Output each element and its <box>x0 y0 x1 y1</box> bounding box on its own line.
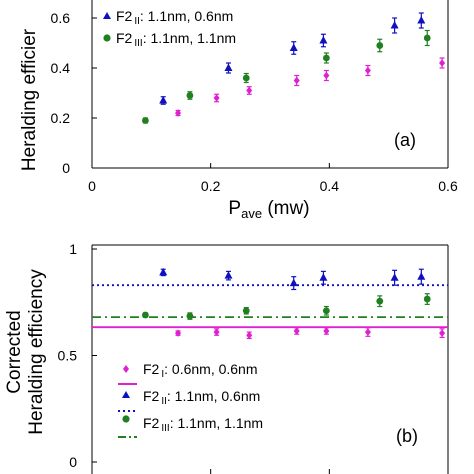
data-point-f2iii <box>376 297 384 305</box>
legend-entry-f2-iii: F2 III: 1.1nm, 1.1nm <box>118 415 263 438</box>
x-label-unit: (mw) <box>262 198 309 219</box>
legend-entry-f2-i: F2 I: 0.6nm, 0.6nm <box>118 361 258 385</box>
data-point-f2i <box>364 66 371 75</box>
panel-a-data-points <box>142 12 446 124</box>
legend-entry-f2-ii: F2 II: 1.1nm, 0.6nm <box>118 388 260 412</box>
x-tick-label: 0.4 <box>320 178 340 194</box>
panel-a-label: (a) <box>394 130 416 150</box>
data-point-f2iii <box>242 74 250 82</box>
panel-b-ticks: 00.51 <box>58 241 330 474</box>
panel-b-y-axis-label-line2: Heralding efficiency <box>26 269 47 435</box>
data-point-f2iii <box>142 311 149 319</box>
y-tick-label: 0.6 <box>51 10 71 26</box>
data-point-f2ii <box>159 96 168 104</box>
data-point-f2ii <box>224 271 233 279</box>
data-point-f2ii <box>417 272 426 280</box>
panel-a-x-axis-label: Pave (mw) <box>228 198 309 221</box>
data-point-f2iii <box>186 92 194 99</box>
panel-b-reference-lines <box>92 284 448 329</box>
data-point-f2ii <box>224 63 233 71</box>
panel-a-legend: F2 II: 1.1nm, 0.6nm F2 III: 1.1nm, 1.1nm <box>103 8 236 49</box>
panel-a: 0 0.2 0.4 0.600.20.40.6 Heralding efficier … <box>19 0 458 221</box>
y-tick-label: 1 <box>69 241 77 257</box>
data-point-f2iii <box>322 307 330 315</box>
data-point-f2ii <box>417 16 426 24</box>
data-point-f2iii <box>322 54 330 62</box>
data-point-f2iii <box>423 34 431 42</box>
data-point-f2i <box>439 59 446 67</box>
y-tick-label: 0 <box>62 160 70 176</box>
data-point-f2i <box>364 328 371 336</box>
data-point-f2iii <box>186 312 194 320</box>
x-tick-label: 0.6 <box>438 178 458 194</box>
panel-a-ticks: 0 0.2 0.4 0.6 0 0.2 0.4 0.6 <box>51 10 458 194</box>
legend-circle-icon <box>122 415 130 423</box>
legend-text-f2-i: F2 I: 0.6nm, 0.6nm <box>143 361 258 380</box>
legend-circle-icon <box>103 34 111 42</box>
data-point-f2ii <box>390 273 399 281</box>
data-point-f2ii <box>390 21 399 29</box>
legend-text-f2-iii: F2 III: 1.1nm, 1.1nm <box>116 30 236 49</box>
data-point-f2i <box>323 327 330 335</box>
data-point-f2i <box>213 94 220 102</box>
legend-triangle-icon <box>103 12 111 19</box>
data-point-f2iii <box>242 307 250 315</box>
data-point-f2i <box>213 328 220 336</box>
panel-b-data-points <box>142 267 446 340</box>
x-label-subscript: ave <box>241 206 262 221</box>
panel-b-label: (b) <box>396 426 418 446</box>
legend-entry-f2-iii: F2 III: 1.1nm, 1.1nm <box>103 30 236 49</box>
y-tick-label: 0.4 <box>51 60 71 76</box>
data-point-f2i <box>175 109 182 117</box>
data-point-f2i <box>246 86 253 95</box>
panel-b: 00.51 Corrected Heralding efficiency (b)… <box>4 241 449 474</box>
legend-text-f2-iii: F2 III: 1.1nm, 1.1nm <box>143 415 263 434</box>
data-point-f2iii <box>376 42 384 49</box>
x-label-main: P <box>228 198 241 219</box>
legend-text-f2-ii: F2 II: 1.1nm, 0.6nm <box>116 8 233 27</box>
data-point-f2ii <box>159 267 168 276</box>
data-point-f2i <box>293 76 300 85</box>
panel-a-y-axis-label: Heralding efficier <box>19 28 40 171</box>
x-tick-label: 0.2 <box>201 178 221 194</box>
data-point-f2i <box>323 71 330 80</box>
legend-text-f2-ii: F2 II: 1.1nm, 0.6nm <box>143 388 260 407</box>
data-point-f2ii <box>289 43 298 51</box>
data-point-f2iii <box>142 117 149 124</box>
legend-entry-f2-ii: F2 II: 1.1nm, 0.6nm <box>103 8 233 27</box>
data-point-f2ii <box>319 273 328 281</box>
x-tick-label: 0 <box>88 178 96 194</box>
y-tick-label: 0.5 <box>58 348 78 364</box>
data-point-f2i <box>246 331 253 340</box>
y-tick-label: 0 <box>69 454 77 470</box>
data-point-f2i <box>439 329 446 337</box>
panel-b-legend: F2 I: 0.6nm, 0.6nm F2 II: 1.1nm, 0.6nm F2 I… <box>118 361 263 438</box>
data-point-f2ii <box>289 278 298 287</box>
legend-diamond-icon <box>123 365 129 373</box>
panel-b-y-axis-label-line1: Corrected <box>4 310 25 393</box>
legend-triangle-icon <box>122 391 130 398</box>
data-point-f2i <box>293 327 300 335</box>
data-point-f2ii <box>319 36 328 44</box>
data-point-f2i <box>175 329 182 337</box>
y-tick-label: 0.2 <box>51 110 71 126</box>
data-point-f2iii <box>423 295 431 303</box>
